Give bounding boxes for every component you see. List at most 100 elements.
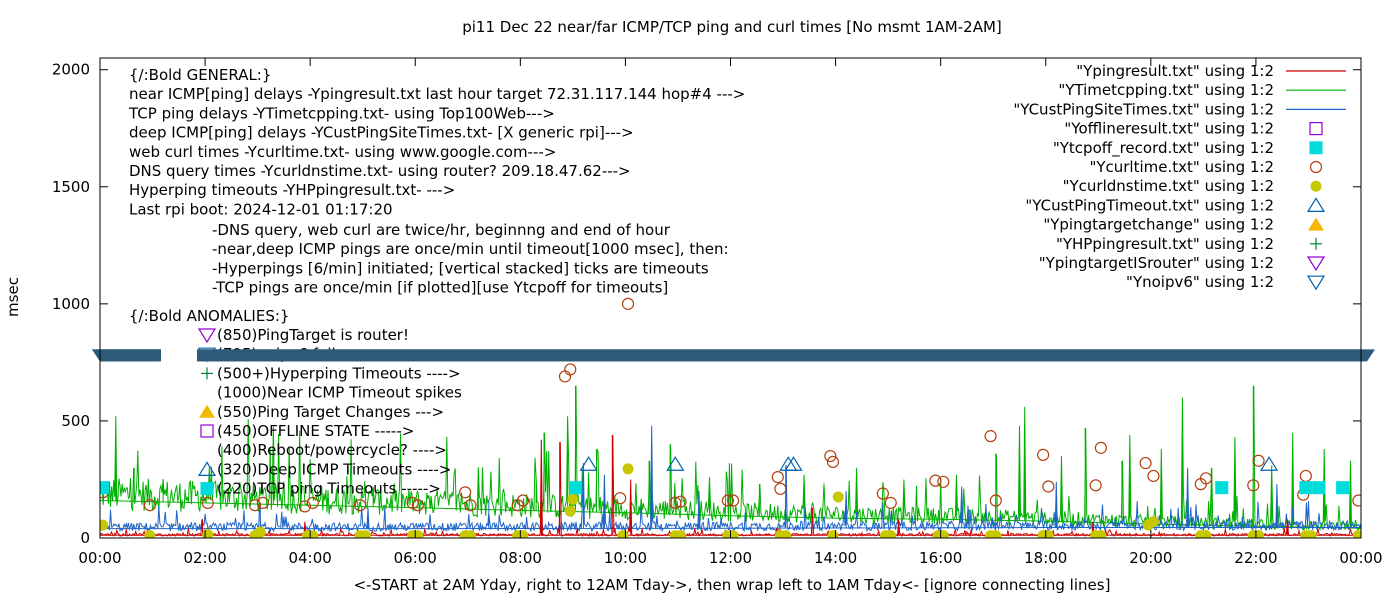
legend-swatch — [1309, 160, 1323, 174]
anomaly-marker — [197, 328, 217, 344]
data-point — [464, 530, 476, 538]
legend-entry: "YpingtargetISrouter" using 1:2 — [1039, 254, 1326, 272]
data-point — [353, 499, 367, 512]
data-point — [1253, 530, 1265, 538]
data-point — [1352, 494, 1361, 507]
legend-label: "Ypingtargetchange" using 1:2 — [1043, 216, 1274, 234]
legend-label: "Ycurltime.txt" using 1:2 — [1089, 158, 1274, 176]
data-point — [256, 496, 269, 509]
annotation-line: Last rpi boot: 2024-12-01 01:17:20 — [129, 200, 393, 218]
legend-entry: "Ycurltime.txt" using 1:2 — [1089, 158, 1323, 176]
data-point — [459, 486, 472, 499]
y-axis-label: msec — [4, 277, 22, 317]
legend-entry: "YCustPingSiteTimes.txt" using 1:2 — [1013, 100, 1346, 118]
x-tick-label: 04:00 — [289, 549, 332, 567]
x-tick-label: 12:00 — [709, 549, 752, 567]
data-point — [727, 530, 739, 538]
legend-entry: "YCustPingTimeout.txt" using 1:2 — [1025, 196, 1326, 214]
annotation-line: Hyperping timeouts -YHPpingresult.txt- -… — [129, 181, 455, 199]
series-line-ytimetcpping-txt-using-1-2 — [100, 385, 1361, 532]
anomaly-label: (320)Deep ICMP Timeouts ----> — [217, 460, 451, 478]
anomaly-marker — [200, 482, 214, 496]
data-point — [517, 530, 529, 538]
data-point — [832, 491, 844, 503]
data-point — [406, 496, 419, 509]
annotation-line: deep ICMP[ping] delays -YCustPingSiteTim… — [129, 124, 634, 142]
data-point — [669, 496, 682, 509]
data-point — [774, 482, 787, 495]
data-point — [1299, 469, 1312, 483]
legend-entry: "Ycurldnstime.txt" using 1:2 — [1063, 177, 1322, 195]
legend-swatch — [1310, 237, 1322, 250]
anomaly-label: (1000)Near ICMP Timeout spikes — [217, 384, 462, 402]
anomaly-label: (220)TCP ping Timeouts -----> — [217, 480, 441, 498]
x-tick-label: 00:00 — [78, 549, 121, 567]
data-point — [564, 505, 576, 517]
x-tick-label: 00:00 — [1339, 549, 1382, 567]
anomaly-label: (850)PingTarget is router! — [217, 326, 409, 344]
legend-entry: "Ytcpoff_record.txt" using 1:2 — [1053, 139, 1323, 158]
data-point — [1200, 530, 1212, 538]
annotation-line: DNS query times -Ycurldnstime.txt- using… — [129, 162, 631, 180]
legend-swatch — [1306, 197, 1326, 212]
data-point — [1147, 469, 1160, 483]
series-ycustpingtimeout-txt-using-1-2 — [579, 456, 1279, 471]
data-point — [1147, 516, 1159, 528]
data-point — [1089, 479, 1102, 492]
data-point — [1199, 472, 1213, 485]
data-point — [144, 530, 156, 538]
note-line: -Hyperpings [6/min] initiated; [vertical… — [212, 259, 709, 277]
note-line: -near,deep ICMP pings are once/min until… — [212, 240, 729, 258]
x-tick-label: 02:00 — [183, 549, 226, 567]
legend-label: "Ypingresult.txt" using 1:2 — [1076, 62, 1274, 80]
y-tick-label: 1000 — [52, 295, 90, 313]
legend-entry: "YHPpingresult.txt" using 1:2 — [1056, 235, 1322, 253]
x-tick-label: 06:00 — [394, 549, 437, 567]
anomaly-marker — [201, 367, 213, 380]
data-point — [674, 495, 687, 508]
legend-swatch — [1308, 217, 1324, 231]
data-point — [614, 492, 627, 505]
data-point — [827, 530, 839, 538]
data-point — [307, 530, 319, 538]
x-tick-label: 10:00 — [604, 549, 647, 567]
data-point — [885, 530, 897, 538]
data-point — [558, 370, 572, 383]
data-point — [1247, 479, 1260, 492]
note-line: -DNS query, web curl are twice/hr, begin… — [212, 221, 671, 239]
data-point — [254, 526, 266, 538]
x-tick-label: 16:00 — [919, 549, 962, 567]
data-point — [359, 530, 371, 538]
data-point — [298, 500, 312, 513]
data-point — [771, 471, 784, 484]
anomalies-heading: {/:Bold ANOMALIES:} — [129, 307, 289, 325]
band-overlay — [100, 349, 1361, 362]
data-point — [579, 456, 598, 471]
data-point — [1352, 530, 1361, 538]
annotation-line: web curl times -Ycurltime.txt- using www… — [129, 143, 556, 161]
x-tick-label: 14:00 — [814, 549, 857, 567]
data-point — [1094, 441, 1108, 454]
data-point — [721, 494, 734, 507]
data-point — [621, 297, 635, 310]
data-point — [1252, 454, 1265, 467]
legend-entry: "Ynoipv6" using 1:2 — [1126, 273, 1326, 291]
data-point — [989, 494, 1002, 507]
legend-label: "YCustPingSiteTimes.txt" using 1:2 — [1013, 100, 1274, 118]
data-point — [248, 499, 262, 512]
anomaly-marker — [197, 461, 217, 476]
data-point — [937, 475, 950, 488]
band-overlay-gap — [161, 348, 197, 363]
anomaly-label: (550)Ping Target Changes ---> — [217, 403, 444, 421]
x-tick-label: 20:00 — [1129, 549, 1172, 567]
data-point — [929, 474, 942, 487]
x-tick-label: 18:00 — [1024, 549, 1067, 567]
data-point — [826, 455, 840, 469]
data-point — [100, 519, 109, 531]
x-axis-label: <-START at 2AM Yday, right to 12AM Tday-… — [354, 576, 1111, 594]
anomaly-marker — [199, 404, 215, 418]
legend-entry: "Yofflineresult.txt" using 1:2 — [1064, 120, 1323, 138]
data-point — [306, 496, 319, 509]
anomaly-marker — [200, 424, 214, 438]
data-point — [884, 496, 897, 509]
